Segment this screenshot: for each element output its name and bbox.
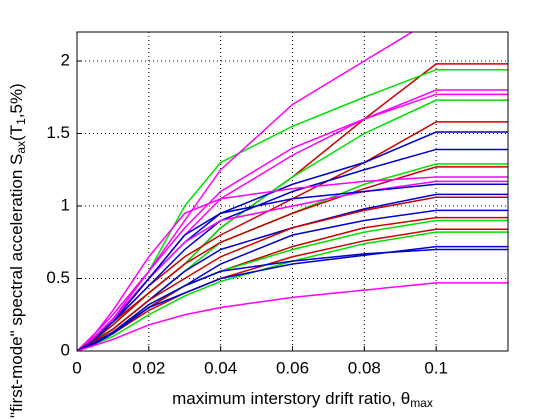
curve — [77, 248, 508, 351]
y-tick-label: 1 — [61, 195, 70, 214]
label-part: maximum interstory drift ratio, θ — [172, 389, 410, 408]
lines — [77, 32, 508, 351]
label-part: "first-mode" spectral acceleration S — [7, 154, 26, 418]
y-tick-label: 1.5 — [46, 123, 70, 142]
curve — [77, 183, 508, 351]
subscript: 1 — [14, 118, 28, 125]
y-tick-label: 0 — [61, 340, 70, 359]
curve — [77, 176, 508, 351]
curve — [77, 32, 414, 351]
curve — [77, 148, 508, 351]
curve — [77, 166, 508, 351]
curve — [77, 180, 508, 351]
x-tick-label: 0.02 — [132, 358, 165, 377]
x-tick-label: 0.1 — [424, 358, 448, 377]
y-tick-label: 2 — [61, 50, 70, 69]
curve — [77, 282, 508, 351]
x-axis-label: maximum interstory drift ratio, θmax — [172, 389, 433, 410]
y-tick-label: 0.5 — [46, 268, 70, 287]
x-tick-label: 0.04 — [204, 358, 237, 377]
y-axis-label: "first-mode" spectral acceleration Sax(T… — [7, 83, 28, 418]
x-tick-label: 0 — [72, 358, 81, 377]
labels: 0 0.02 0.04 0.06 0.08 0.1 0 0.5 1 1.5 2 maximum int… — [7, 50, 448, 418]
subscript: max — [410, 396, 433, 410]
label-part: (T — [7, 125, 26, 141]
x-tick-label: 0.06 — [276, 358, 309, 377]
curve — [77, 196, 508, 351]
subscript: ax — [14, 141, 28, 154]
label-part: ,5%) — [7, 83, 26, 118]
x-tick-label: 0.08 — [348, 358, 381, 377]
curve — [77, 231, 508, 351]
